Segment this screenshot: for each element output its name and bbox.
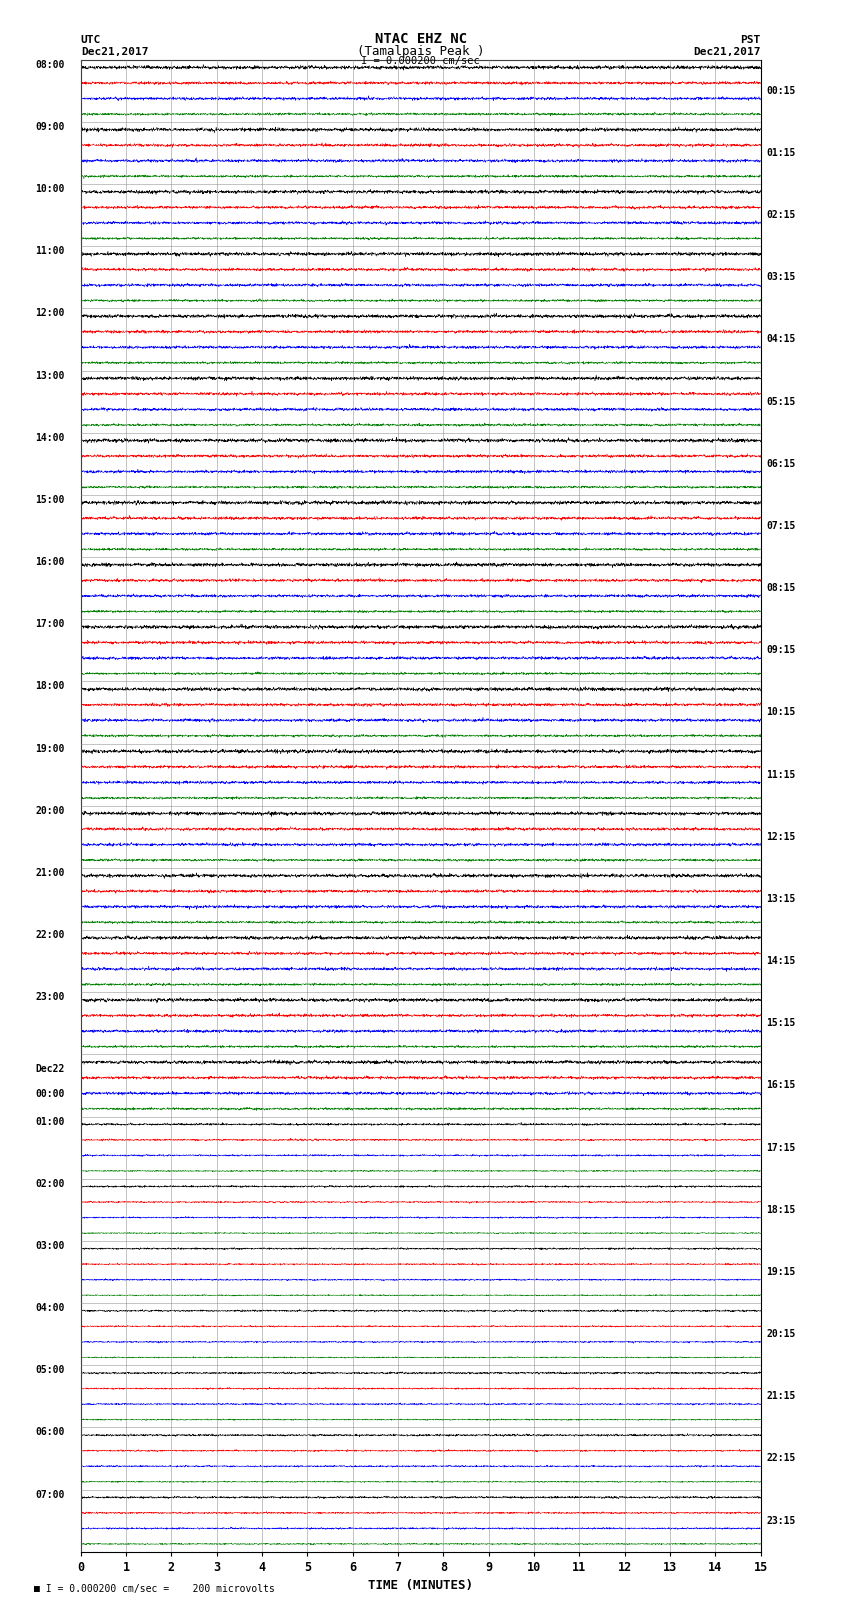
Text: 18:15: 18:15 bbox=[766, 1205, 796, 1215]
Text: 06:15: 06:15 bbox=[766, 458, 796, 469]
Text: 00:00: 00:00 bbox=[36, 1089, 65, 1098]
Text: 22:15: 22:15 bbox=[766, 1453, 796, 1463]
Text: Dec22: Dec22 bbox=[36, 1063, 65, 1074]
Text: 08:00: 08:00 bbox=[36, 60, 65, 69]
Text: 11:00: 11:00 bbox=[36, 247, 65, 256]
Text: 12:15: 12:15 bbox=[766, 832, 796, 842]
Text: 02:00: 02:00 bbox=[36, 1179, 65, 1189]
Text: PST: PST bbox=[740, 35, 761, 45]
Text: 07:15: 07:15 bbox=[766, 521, 796, 531]
Text: 02:15: 02:15 bbox=[766, 210, 796, 219]
Text: 17:15: 17:15 bbox=[766, 1142, 796, 1153]
Text: 19:15: 19:15 bbox=[766, 1266, 796, 1277]
Text: 21:00: 21:00 bbox=[36, 868, 65, 877]
Text: 15:00: 15:00 bbox=[36, 495, 65, 505]
Text: 13:15: 13:15 bbox=[766, 894, 796, 903]
X-axis label: TIME (MINUTES): TIME (MINUTES) bbox=[368, 1579, 473, 1592]
Text: 13:00: 13:00 bbox=[36, 371, 65, 381]
Text: NTAC EHZ NC: NTAC EHZ NC bbox=[375, 32, 467, 47]
Text: 09:00: 09:00 bbox=[36, 123, 65, 132]
Text: 21:15: 21:15 bbox=[766, 1392, 796, 1402]
Text: 16:15: 16:15 bbox=[766, 1081, 796, 1090]
Text: ■ I = 0.000200 cm/sec =    200 microvolts: ■ I = 0.000200 cm/sec = 200 microvolts bbox=[34, 1584, 275, 1594]
Text: Dec21,2017: Dec21,2017 bbox=[694, 47, 761, 56]
Text: 23:00: 23:00 bbox=[36, 992, 65, 1002]
Text: 05:00: 05:00 bbox=[36, 1365, 65, 1376]
Text: 14:00: 14:00 bbox=[36, 432, 65, 442]
Text: Dec21,2017: Dec21,2017 bbox=[81, 47, 148, 56]
Text: 07:00: 07:00 bbox=[36, 1489, 65, 1500]
Text: 12:00: 12:00 bbox=[36, 308, 65, 318]
Text: 15:15: 15:15 bbox=[766, 1018, 796, 1027]
Text: 19:00: 19:00 bbox=[36, 744, 65, 753]
Text: 14:15: 14:15 bbox=[766, 957, 796, 966]
Text: 20:15: 20:15 bbox=[766, 1329, 796, 1339]
Text: 17:00: 17:00 bbox=[36, 619, 65, 629]
Text: (Tamalpais Peak ): (Tamalpais Peak ) bbox=[357, 45, 484, 58]
Text: 00:15: 00:15 bbox=[766, 85, 796, 95]
Text: 06:00: 06:00 bbox=[36, 1428, 65, 1437]
Text: 22:00: 22:00 bbox=[36, 931, 65, 940]
Text: 10:00: 10:00 bbox=[36, 184, 65, 194]
Text: 05:15: 05:15 bbox=[766, 397, 796, 406]
Text: 18:00: 18:00 bbox=[36, 681, 65, 692]
Text: 16:00: 16:00 bbox=[36, 556, 65, 568]
Text: 20:00: 20:00 bbox=[36, 806, 65, 816]
Text: 11:15: 11:15 bbox=[766, 769, 796, 779]
Text: 23:15: 23:15 bbox=[766, 1516, 796, 1526]
Text: 09:15: 09:15 bbox=[766, 645, 796, 655]
Text: 01:00: 01:00 bbox=[36, 1116, 65, 1126]
Text: I = 0.000200 cm/sec: I = 0.000200 cm/sec bbox=[361, 56, 480, 66]
Text: 04:15: 04:15 bbox=[766, 334, 796, 345]
Text: 08:15: 08:15 bbox=[766, 584, 796, 594]
Text: 10:15: 10:15 bbox=[766, 708, 796, 718]
Text: UTC: UTC bbox=[81, 35, 101, 45]
Text: 03:15: 03:15 bbox=[766, 273, 796, 282]
Text: 01:15: 01:15 bbox=[766, 148, 796, 158]
Text: 03:00: 03:00 bbox=[36, 1240, 65, 1250]
Text: 04:00: 04:00 bbox=[36, 1303, 65, 1313]
